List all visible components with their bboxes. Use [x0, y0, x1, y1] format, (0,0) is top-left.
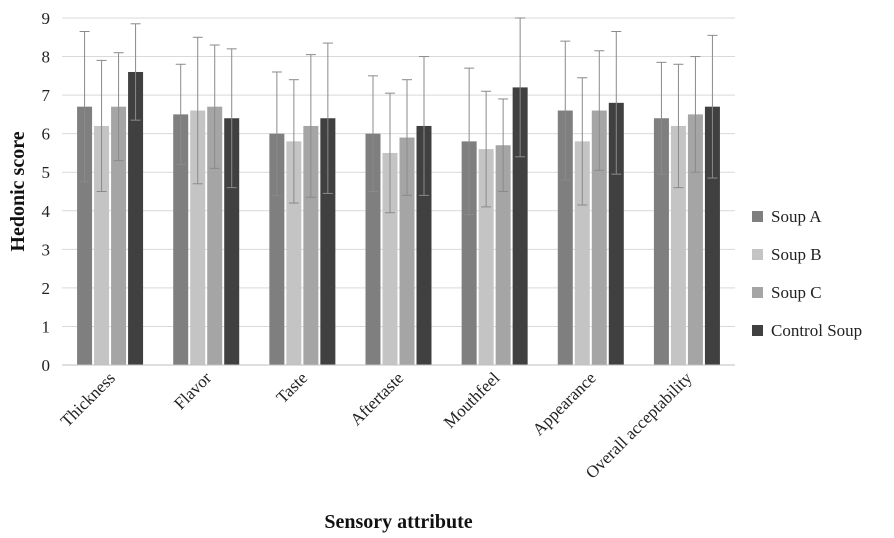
- x-tick-label: Mouthfeel: [440, 368, 504, 432]
- y-tick-label: 9: [42, 9, 51, 28]
- legend-label: Soup C: [771, 283, 822, 302]
- y-tick-label: 6: [42, 125, 51, 144]
- bar: [190, 110, 206, 366]
- y-tick-label: 5: [42, 163, 51, 182]
- bar: [653, 118, 669, 365]
- bar: [128, 71, 144, 365]
- y-tick-label: 3: [42, 240, 51, 259]
- x-tick-label: Aftertaste: [346, 368, 407, 429]
- bar: [303, 125, 319, 365]
- y-tick-label: 4: [42, 202, 51, 221]
- x-tick-label: Taste: [273, 368, 312, 407]
- x-tick-label: Thickness: [57, 368, 119, 430]
- y-tick-label: 1: [42, 317, 51, 336]
- bar: [495, 145, 511, 365]
- y-axis-title: Hedonic score: [7, 131, 29, 251]
- bars: [77, 71, 720, 366]
- legend-swatch: [752, 249, 763, 260]
- bar: [574, 141, 590, 365]
- bar: [94, 125, 110, 365]
- bar: [269, 133, 285, 365]
- bar: [704, 106, 720, 365]
- bar: [173, 114, 189, 365]
- legend: Soup A Soup B Soup C Control Soup: [752, 207, 862, 340]
- bar: [207, 106, 223, 365]
- bar: [591, 110, 607, 366]
- error-bars: [79, 17, 718, 216]
- x-tick-label: Appearance: [529, 368, 600, 439]
- y-tick-label: 8: [42, 48, 51, 67]
- bar: [557, 110, 573, 366]
- bar: [687, 114, 703, 365]
- bar: [608, 102, 624, 366]
- bar: [77, 106, 93, 365]
- y-tick-label: 0: [42, 356, 51, 375]
- bar: [399, 137, 415, 365]
- bar: [111, 106, 127, 365]
- legend-swatch: [752, 325, 763, 336]
- y-tick-label: 2: [42, 279, 51, 298]
- x-axis-title: Sensory attribute: [324, 511, 472, 533]
- bar: [320, 118, 336, 365]
- x-axis-ticks: Thickness Flavor Taste Aftertaste Mouthfeel A…: [57, 368, 696, 482]
- legend-swatch: [752, 287, 763, 298]
- y-tick-label: 7: [42, 86, 51, 105]
- bar: [478, 149, 494, 365]
- bar: [461, 141, 477, 365]
- bar: [670, 125, 686, 365]
- bar: [382, 152, 398, 365]
- y-axis-ticks: 0 1 2 3 4 5 6 7 8 9: [42, 9, 51, 375]
- bar: [416, 125, 432, 365]
- legend-swatch: [752, 211, 763, 222]
- x-tick-label: Flavor: [170, 368, 215, 413]
- gridlines: [62, 17, 735, 327]
- legend-label: Soup B: [771, 245, 822, 264]
- legend-label: Control Soup: [771, 321, 862, 340]
- legend-label: Soup A: [771, 207, 822, 226]
- bar: [286, 141, 302, 365]
- x-tick-label: Overall acceptability: [582, 368, 696, 482]
- bar: [224, 118, 240, 365]
